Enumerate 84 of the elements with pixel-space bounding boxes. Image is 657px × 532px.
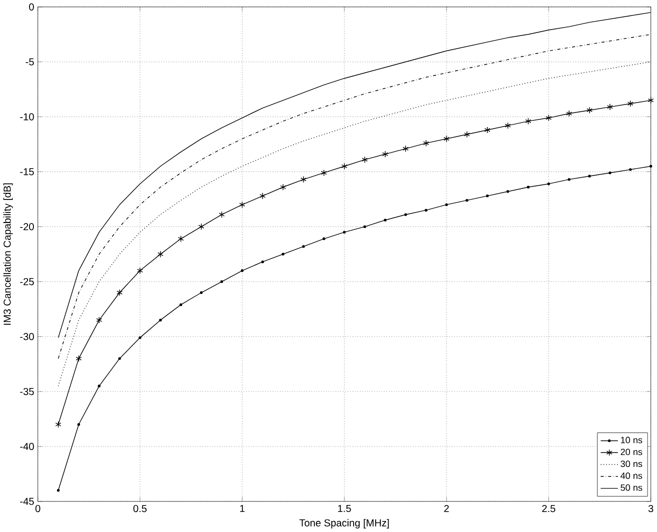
x-tick-label: 0 xyxy=(35,505,40,512)
point xyxy=(239,201,246,208)
point xyxy=(648,97,654,104)
point xyxy=(546,114,552,122)
y-tick-label: -25 xyxy=(20,278,34,286)
y-tick-label: -10 xyxy=(20,113,34,120)
legend-label: 40 ns xyxy=(620,472,642,480)
point xyxy=(649,164,652,168)
point xyxy=(56,489,60,492)
y-tick-label: -35 xyxy=(20,388,34,396)
point xyxy=(157,250,164,258)
point xyxy=(55,421,62,428)
point xyxy=(159,318,162,322)
point xyxy=(320,170,327,176)
point xyxy=(96,316,102,324)
point xyxy=(180,303,182,306)
point xyxy=(116,289,123,296)
point xyxy=(240,269,244,272)
point xyxy=(300,176,306,183)
point xyxy=(77,423,80,426)
x-tick-label: 1 xyxy=(240,505,244,512)
y-tick-label: -5 xyxy=(26,58,34,66)
point xyxy=(404,213,408,216)
point xyxy=(424,208,428,212)
point xyxy=(198,223,204,230)
point xyxy=(362,156,368,164)
point xyxy=(568,178,570,181)
point xyxy=(342,230,346,234)
point xyxy=(138,336,142,340)
x-tick-label: 2.5 xyxy=(542,505,556,512)
point xyxy=(118,357,121,360)
x-tick-label: 2 xyxy=(444,505,449,512)
legend-label: 30 ns xyxy=(620,460,642,468)
point xyxy=(218,211,225,218)
point xyxy=(464,131,470,138)
point xyxy=(137,267,143,274)
y-axis-title: IM3 Cancellation Capability [dB] xyxy=(3,183,13,325)
point xyxy=(445,203,448,206)
x-tick-label: 1.5 xyxy=(338,505,351,512)
x-tick-label: 0.5 xyxy=(133,505,147,512)
point xyxy=(322,238,326,240)
point xyxy=(566,110,572,117)
point xyxy=(76,355,82,362)
x-axis-title: Tone Spacing [MHz] xyxy=(299,519,389,529)
point xyxy=(486,194,489,198)
point xyxy=(98,384,101,388)
point xyxy=(220,280,224,284)
y-tick-label: -40 xyxy=(20,442,34,450)
point xyxy=(504,122,511,130)
point xyxy=(402,145,409,152)
point xyxy=(178,235,184,242)
point xyxy=(586,106,593,114)
point xyxy=(506,190,510,193)
point xyxy=(588,174,591,178)
x-tick-label: 3 xyxy=(648,505,654,512)
point xyxy=(466,199,468,202)
point xyxy=(302,245,305,248)
y-tick-label: 0 xyxy=(29,3,34,11)
point xyxy=(282,252,284,256)
point xyxy=(260,192,266,200)
point xyxy=(382,150,388,158)
point xyxy=(629,168,632,172)
point xyxy=(526,186,530,189)
point xyxy=(363,225,366,228)
point xyxy=(261,260,264,264)
point xyxy=(384,218,387,222)
point xyxy=(525,118,532,125)
legend-label: 20 ns xyxy=(620,448,642,456)
point xyxy=(484,126,490,134)
legend-label: 50 ns xyxy=(620,484,642,491)
point xyxy=(444,136,450,142)
point xyxy=(423,140,430,147)
point xyxy=(627,100,634,108)
point xyxy=(341,162,348,170)
point xyxy=(280,184,286,191)
y-tick-label: -20 xyxy=(20,223,34,230)
legend-label: 10 ns xyxy=(621,436,642,444)
y-tick-label: -30 xyxy=(20,333,34,340)
y-tick-label: -15 xyxy=(20,168,34,176)
point xyxy=(200,291,203,294)
point xyxy=(606,104,613,110)
point xyxy=(547,182,550,186)
point xyxy=(608,172,612,174)
y-tick-label: -45 xyxy=(20,498,34,506)
